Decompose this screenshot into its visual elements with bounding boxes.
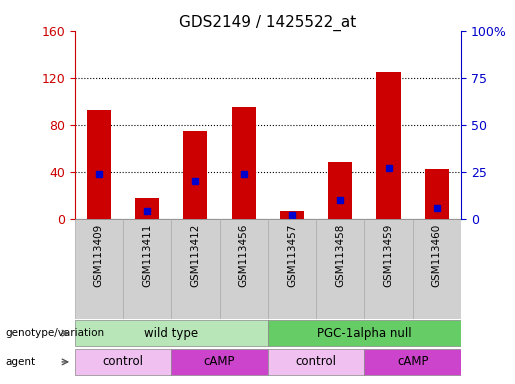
Bar — [268, 219, 316, 319]
Text: control: control — [102, 356, 144, 368]
Bar — [328, 162, 352, 219]
Text: wild type: wild type — [144, 327, 198, 339]
Bar — [171, 219, 219, 319]
Text: GSM113409: GSM113409 — [94, 224, 104, 287]
Bar — [123, 219, 171, 319]
Bar — [425, 169, 449, 219]
Bar — [413, 219, 461, 319]
Bar — [365, 349, 461, 375]
Bar — [75, 349, 171, 375]
Bar — [268, 320, 461, 346]
Bar — [171, 349, 268, 375]
Bar — [232, 107, 256, 219]
Text: genotype/variation: genotype/variation — [5, 328, 104, 338]
Bar — [135, 198, 159, 219]
Text: cAMP: cAMP — [204, 356, 235, 368]
Bar — [268, 349, 365, 375]
Bar — [75, 219, 123, 319]
Text: GSM113456: GSM113456 — [238, 224, 249, 287]
Text: GSM113412: GSM113412 — [191, 224, 200, 287]
Text: cAMP: cAMP — [397, 356, 428, 368]
Text: GSM113460: GSM113460 — [432, 224, 442, 287]
Bar — [376, 72, 401, 219]
Bar — [365, 219, 413, 319]
Title: GDS2149 / 1425522_at: GDS2149 / 1425522_at — [179, 15, 356, 31]
Text: control: control — [296, 356, 337, 368]
Text: GSM113457: GSM113457 — [287, 224, 297, 287]
Bar — [280, 211, 304, 219]
Text: PGC-1alpha null: PGC-1alpha null — [317, 327, 411, 339]
Bar — [75, 320, 268, 346]
Text: GSM113459: GSM113459 — [384, 224, 393, 287]
Bar — [219, 219, 268, 319]
Bar — [87, 109, 111, 219]
Text: GSM113458: GSM113458 — [335, 224, 345, 287]
Bar — [183, 131, 208, 219]
Text: agent: agent — [5, 357, 35, 367]
Text: GSM113411: GSM113411 — [142, 224, 152, 287]
Bar — [316, 219, 365, 319]
